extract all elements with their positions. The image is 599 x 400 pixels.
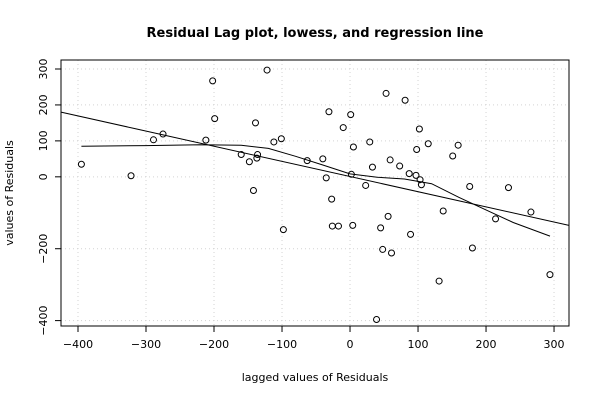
data-point [349, 221, 357, 229]
data-point [211, 115, 219, 123]
x-tick-label: 100 [408, 338, 429, 351]
data-point [415, 125, 423, 133]
x-tick-label: −300 [131, 338, 161, 351]
data-point [546, 271, 554, 279]
point-layer [77, 66, 554, 324]
data-point [322, 174, 330, 182]
grid-layer [61, 60, 569, 326]
data-point [396, 162, 404, 170]
data-point [127, 172, 135, 180]
data-point [149, 136, 157, 144]
data-point [492, 215, 500, 223]
lowess-line [81, 144, 551, 237]
line-layer [60, 111, 570, 237]
data-point [362, 181, 370, 189]
data-point [366, 138, 374, 146]
y-axis-label: values of Residuals [3, 140, 16, 246]
y-tick-label: 200 [37, 94, 50, 115]
data-point [527, 208, 535, 216]
data-point [504, 184, 512, 192]
y-tick-label: −200 [37, 234, 50, 264]
data-point [379, 245, 387, 253]
data-point [77, 160, 85, 168]
data-point [424, 140, 432, 148]
data-point [386, 156, 394, 164]
data-point [319, 155, 327, 163]
data-point [209, 77, 217, 85]
y-tick-label: 300 [37, 58, 50, 79]
data-point [407, 230, 415, 238]
data-point [384, 212, 392, 220]
data-point [439, 207, 447, 215]
regression-line [60, 111, 570, 226]
data-point [263, 66, 271, 74]
data-point [159, 130, 167, 138]
data-point [254, 151, 262, 159]
data-point [388, 249, 396, 257]
x-axis: −400 −300 −200 −100 0 100 200 300 [63, 326, 565, 351]
data-point [405, 170, 413, 178]
x-tick-label: −200 [199, 338, 229, 351]
data-point [417, 181, 425, 189]
data-point [249, 186, 257, 194]
data-point [347, 170, 355, 178]
y-tick-label: 0 [37, 173, 50, 180]
data-point [270, 138, 278, 146]
data-point [435, 277, 443, 285]
data-point [454, 141, 462, 149]
data-point [334, 222, 342, 230]
chart-title: Residual Lag plot, lowess, and regressio… [147, 26, 484, 41]
data-point [339, 124, 347, 132]
y-axis: −400 −200 0 100 200 300 [37, 58, 61, 336]
data-point [449, 152, 457, 160]
data-point [347, 111, 355, 119]
x-tick-label: −100 [267, 338, 297, 351]
data-point [251, 119, 259, 127]
data-point [416, 176, 424, 184]
data-point [368, 163, 376, 171]
data-point [412, 171, 420, 179]
data-point [466, 183, 474, 191]
data-point [279, 226, 287, 234]
data-point [277, 135, 285, 143]
data-point [328, 222, 336, 230]
data-point [325, 108, 333, 116]
data-point [202, 136, 210, 144]
data-point [349, 143, 357, 151]
data-point [303, 157, 311, 165]
data-point [468, 244, 476, 252]
data-point [377, 224, 385, 232]
x-tick-label: −400 [63, 338, 93, 351]
data-point [245, 158, 253, 166]
x-axis-label: lagged values of Residuals [242, 371, 389, 384]
data-point [328, 195, 336, 203]
data-point [401, 96, 409, 104]
data-point [253, 154, 261, 162]
y-tick-label: 100 [37, 130, 50, 151]
x-tick-label: 0 [347, 338, 354, 351]
data-point [373, 316, 381, 324]
plot-frame [60, 59, 570, 327]
data-point [237, 151, 245, 159]
data-point [382, 89, 390, 97]
y-tick-label: −400 [37, 305, 50, 335]
data-point [413, 146, 421, 154]
x-tick-label: 200 [476, 338, 497, 351]
x-tick-label: 300 [544, 338, 565, 351]
